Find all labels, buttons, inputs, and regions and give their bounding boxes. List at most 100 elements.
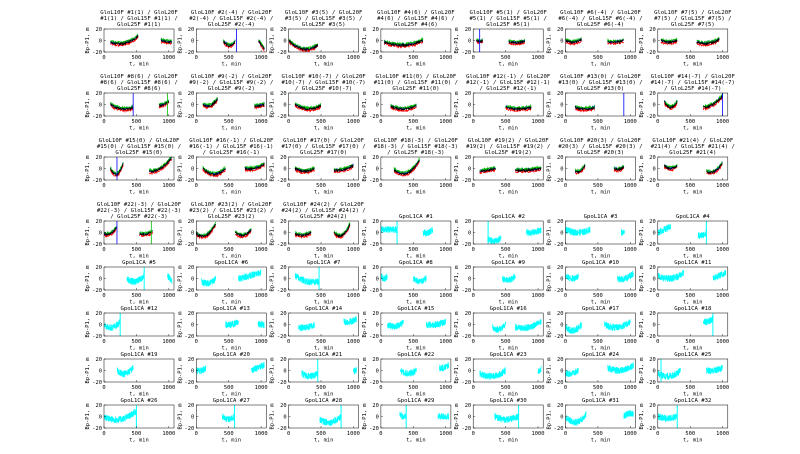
x-tick-label: 1000 [624,339,637,345]
y-tick-label: 0 [376,277,379,283]
y-tick-label: 0 [99,323,102,329]
plot-area [202,162,265,178]
x-axis-label: t, min [129,254,148,260]
x-tick-label: 500 [593,431,603,437]
y-axis-label: Bp-P1, m [270,312,276,338]
x-tick-label: 0 [656,247,659,253]
series-line [353,367,357,375]
series-line [196,223,217,238]
y-tick-label: -20 [277,114,287,120]
x-axis-label: t, min [222,346,241,352]
x-tick-label: 1000 [162,119,175,125]
plot-area [294,222,351,240]
y-axis-label: Bp-P1, m [177,312,183,338]
series-line [657,413,678,422]
x-tick-label: 1000 [624,431,637,437]
series-line [607,39,624,44]
x-tick-label: 1000 [716,247,729,253]
x-tick-label: 1000 [162,55,175,61]
x-tick-label: 0 [102,247,105,253]
x-axis-label: t, min [683,190,702,196]
series-line [319,414,342,427]
series-line [574,163,586,173]
y-axis-label: Bp-P1, m [177,92,183,118]
x-axis-label: t, min [591,62,610,68]
y-tick-label: 0 [653,277,656,283]
y-tick-label: 20 [280,219,287,225]
y-tick-label: 0 [191,277,194,283]
y-tick-label: 0 [99,369,102,375]
series-line [706,364,723,375]
x-tick-label: 0 [287,385,290,391]
series-line [202,167,226,177]
y-tick-label: 0 [376,39,379,45]
series-line [399,411,407,420]
series-line [294,103,322,111]
y-tick-label: 0 [560,323,563,329]
y-tick-label: 20 [372,357,379,363]
x-tick-label: 1000 [716,339,729,345]
y-axis-label: Bp-P1, m [270,266,276,292]
y-tick-label: 20 [280,403,287,409]
y-axis-label: Bp-P1, m [85,312,91,338]
series-line [126,271,145,285]
y-axis-label: Bp-P1, m [639,220,645,246]
y-axis-label: Bp-P1, m [454,266,460,292]
series-line [575,107,595,113]
y-tick-label: -20 [369,178,379,184]
x-tick-label: 500 [224,247,234,253]
x-tick-label: 1000 [255,247,268,253]
y-tick-label: -20 [554,50,564,56]
series-line [604,318,631,331]
y-tick-label: 0 [283,231,286,237]
plot-area [657,405,678,428]
plot-area [479,365,542,380]
series-line [383,39,424,48]
series-line [221,413,235,423]
series-line [438,361,450,372]
y-tick-label: 20 [96,91,103,97]
plot-area [494,405,520,428]
x-tick-label: 1000 [255,119,268,125]
y-tick-label: -20 [646,242,656,248]
x-tick-label: 0 [379,247,382,253]
x-tick-label: 500 [132,385,142,391]
x-tick-label: 0 [379,183,382,189]
plot-area [657,221,707,244]
series-line [574,105,596,111]
plot-area [294,267,320,290]
series-line [479,167,496,173]
plot-area [399,405,450,428]
y-tick-label: -20 [369,380,379,386]
plot-area [126,267,173,290]
x-axis-label: t, min [129,346,148,352]
series-line [574,166,586,175]
y-tick-label: 20 [96,155,103,161]
y-tick-label: 20 [649,91,656,97]
x-tick-label: 0 [656,55,659,61]
x-tick-label: 0 [564,183,567,189]
x-tick-label: 1000 [255,339,268,345]
plot-area [301,359,357,382]
series-line [201,276,216,287]
plot-area [104,313,121,336]
x-tick-label: 500 [132,247,142,253]
x-tick-label: 500 [316,293,326,299]
series-line [244,162,265,172]
y-axis-label: Bp-P1, m [547,358,553,384]
x-tick-label: 500 [685,293,695,299]
y-tick-label: 20 [188,357,195,363]
y-tick-label: -20 [554,288,564,294]
x-tick-label: 500 [132,339,142,345]
